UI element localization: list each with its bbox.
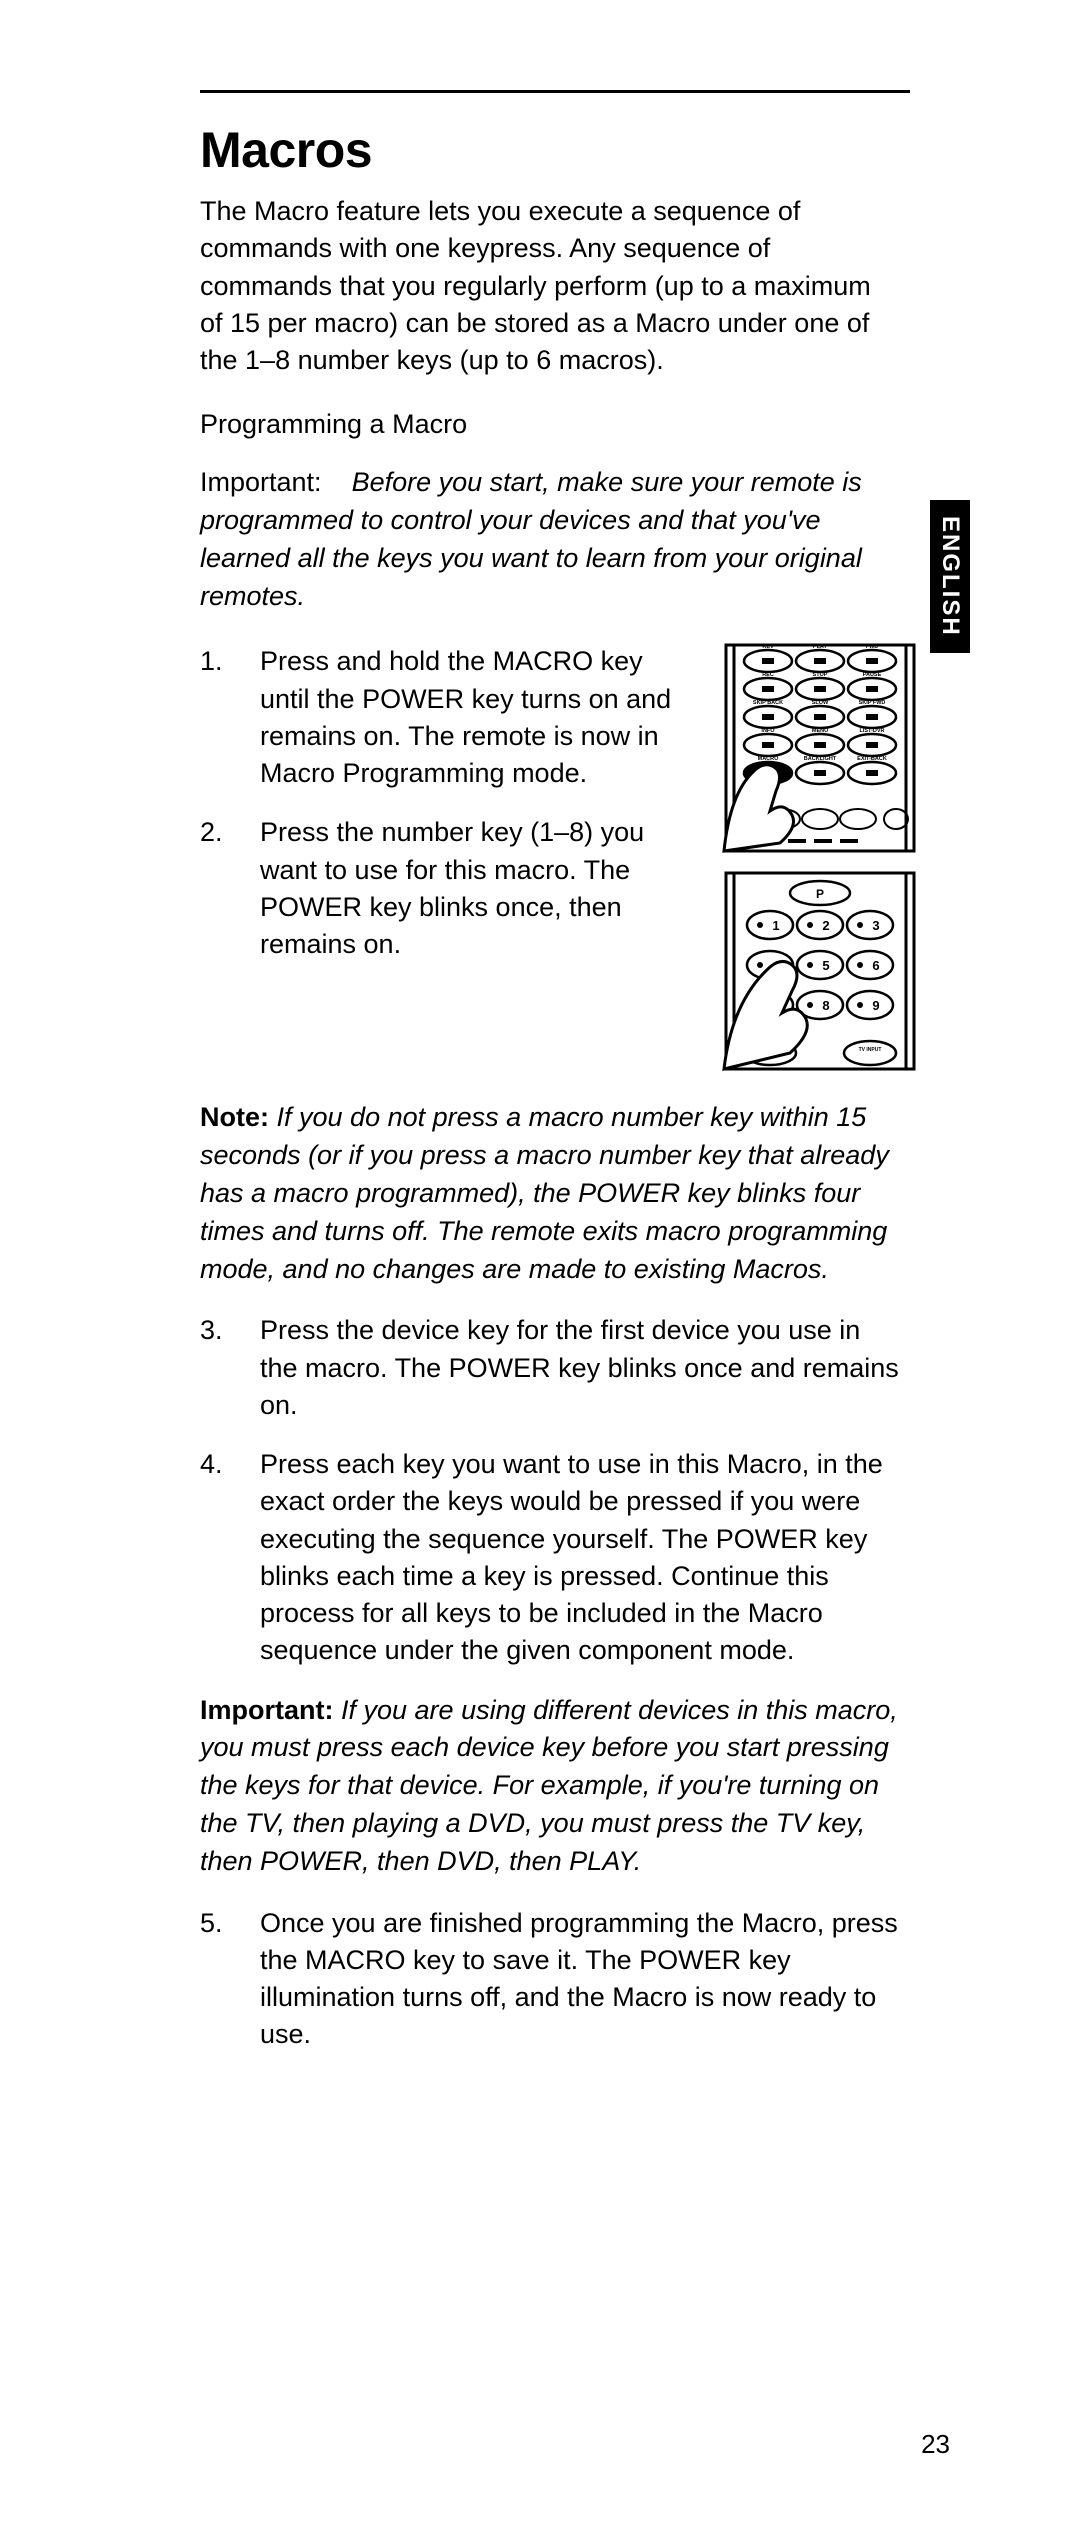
svg-text:9: 9 <box>872 998 879 1013</box>
note-label: Note: <box>200 1102 269 1132</box>
figure-remote-macro: REV PLAY FWD REC STOP PAUSE SKIP BACK SLOW SKIP … <box>720 643 920 853</box>
svg-text:5: 5 <box>822 958 829 973</box>
important-2-label: Important: <box>200 1695 333 1725</box>
intro-paragraph: The Macro feature lets you execute a seq… <box>200 193 900 379</box>
svg-text:SLOW: SLOW <box>812 700 829 706</box>
step-1: Press and hold the MACRO key until the P… <box>200 643 680 792</box>
page-number: 23 <box>921 2429 950 2460</box>
svg-text:SKIP BACK: SKIP BACK <box>753 700 783 706</box>
figure-remote-numbers: P 123456789 INPUT TV INPUT <box>720 871 920 1071</box>
step-4: Press each key you want to use in this M… <box>200 1446 900 1670</box>
svg-text:1: 1 <box>772 918 779 933</box>
step-3: Press the device key for the first devic… <box>200 1312 900 1424</box>
svg-text:8: 8 <box>822 998 829 1013</box>
step-5: Once you are finished programming the Ma… <box>200 1905 900 2054</box>
language-tab: ENGLISH <box>930 500 970 653</box>
svg-text:LIST-DVR: LIST-DVR <box>859 728 884 734</box>
manual-page: Macros The Macro feature lets you execut… <box>0 0 1080 2540</box>
note-block: Note: If you do not press a macro number… <box>200 1099 900 1288</box>
important-1-label: Important: <box>200 467 322 497</box>
note-text: If you do not press a macro number key w… <box>200 1102 889 1283</box>
svg-text:PLAY: PLAY <box>813 644 827 650</box>
page-title: Macros <box>200 121 950 179</box>
svg-text:MACRO: MACRO <box>758 756 779 762</box>
svg-text:2: 2 <box>822 918 829 933</box>
svg-text:P: P <box>816 887 824 901</box>
top-rule <box>200 90 910 93</box>
svg-text:3: 3 <box>872 918 879 933</box>
steps-1-2-with-figures: Press and hold the MACRO key until the P… <box>200 643 920 1071</box>
svg-text:MENU: MENU <box>812 728 828 734</box>
svg-text:BACKLIGHT: BACKLIGHT <box>804 756 837 762</box>
step-list-1: Press and hold the MACRO key until the P… <box>200 643 680 963</box>
subheading: Programming a Macro <box>200 409 950 440</box>
svg-text:PAUSE: PAUSE <box>863 672 882 678</box>
svg-text:SKIP FWD: SKIP FWD <box>859 700 886 706</box>
svg-text:STOP: STOP <box>813 672 828 678</box>
svg-text:REC: REC <box>762 672 774 678</box>
svg-text:6: 6 <box>872 958 879 973</box>
svg-text:EXIT-BACK: EXIT-BACK <box>857 756 887 762</box>
important-2: Important: If you are using different de… <box>200 1692 900 1881</box>
svg-text:REV: REV <box>762 644 774 650</box>
important-1: Important: Before you start, make sure y… <box>200 464 900 615</box>
svg-text:FWD: FWD <box>866 644 879 650</box>
step-list-2: Press the device key for the first devic… <box>200 1312 900 1669</box>
step-list-3: Once you are finished programming the Ma… <box>200 1905 900 2054</box>
svg-text:TV INPUT: TV INPUT <box>859 1047 882 1053</box>
svg-text:INFO: INFO <box>761 728 775 734</box>
step-2: Press the number key (1–8) you want to u… <box>200 814 680 963</box>
